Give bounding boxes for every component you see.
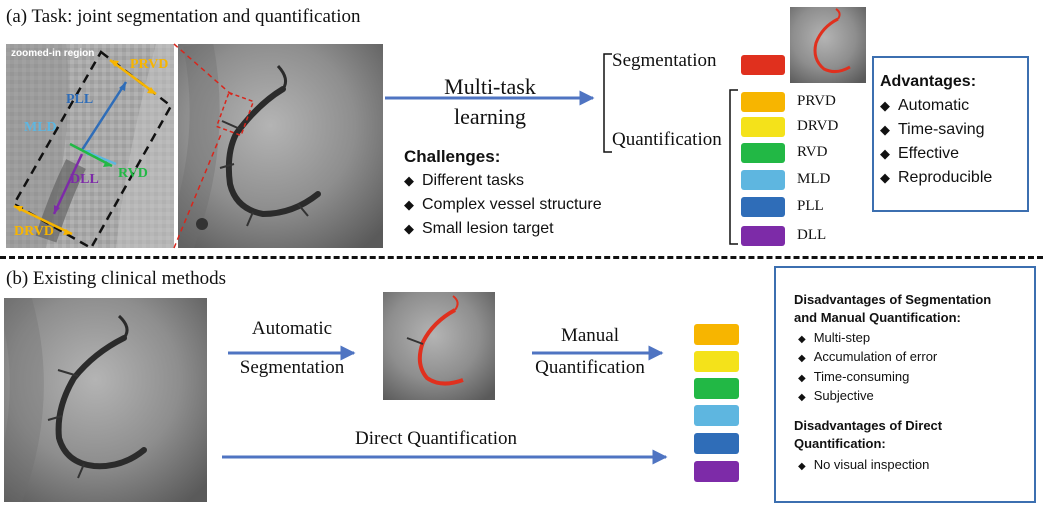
disadvantage-item: ◆ Time-consuming (798, 369, 910, 384)
prvd-swatch (741, 92, 785, 112)
dll-swatch (741, 226, 785, 246)
segmented-angiogram-image (383, 292, 495, 400)
index-label-mld: MLD (797, 171, 831, 187)
bullet-icon: ◆ (404, 222, 414, 237)
panel-b-title: (b) Existing clinical methods (6, 268, 227, 289)
bullet-icon: ◆ (880, 123, 890, 138)
challenge-item: ◆ Different tasks (404, 172, 524, 189)
direct-quantification-label: Direct Quantification (355, 428, 517, 449)
mld-annotation: MLD (24, 120, 57, 135)
drvd-annotation: DRVD (14, 224, 54, 239)
index-label-drvd: DRVD (797, 118, 839, 134)
disadvantage-item: ◆ Accumulation of error (798, 349, 938, 364)
disadvantages-direct-title-line2: Quantification: (794, 436, 886, 451)
dll-annotation: DLL (70, 172, 99, 187)
zoom-connector-lines (173, 43, 233, 249)
disadvantages-box (774, 266, 1036, 503)
disadvantages-segmentation-title-line2: and Manual Quantification: (794, 310, 961, 325)
challenge-item: ◆ Complex vessel structure (404, 196, 602, 213)
rvd-swatch (694, 378, 739, 399)
bullet-icon: ◆ (404, 198, 414, 213)
panel-a-title: (a) Task: joint segmentation and quantif… (6, 6, 361, 27)
output-bracket (603, 53, 612, 153)
mld-swatch (694, 405, 739, 426)
input-angiogram-image (4, 298, 207, 502)
prvd-annotation: PRVD (130, 57, 169, 72)
advantage-item: ◆ Reproducible (880, 169, 993, 186)
direct-quantification-arrow (222, 449, 668, 465)
disadvantages-direct-title-line1: Disadvantages of Direct (794, 418, 943, 433)
drvd-swatch (741, 117, 785, 137)
automatic-segmentation-label-line2: Segmentation (239, 357, 345, 378)
quantification-bracket (729, 89, 738, 245)
automatic-segmentation-label-line1: Automatic (251, 318, 333, 339)
multitask-label-line1: Multi-task (444, 74, 536, 99)
zoomed-in-region-image (6, 44, 174, 248)
multitask-arrow (385, 90, 595, 106)
rvd-annotation: RVD (118, 166, 148, 181)
advantage-item: ◆ Automatic (880, 97, 970, 114)
manual-quantification-label-line1: Manual (560, 325, 620, 346)
bullet-icon: ◆ (880, 99, 890, 114)
advantage-item: ◆ Time-saving (880, 121, 985, 138)
rvd-swatch (741, 143, 785, 163)
advantage-item: ◆ Effective (880, 145, 960, 162)
pll-swatch (694, 433, 739, 454)
segmentation-label: Segmentation (612, 50, 717, 71)
mld-swatch (741, 170, 785, 190)
index-label-dll: DLL (797, 227, 827, 243)
quantification-label: Quantification (612, 129, 722, 150)
index-label-prvd: PRVD (797, 93, 836, 109)
pll-swatch (741, 197, 785, 217)
zoomed-in-region-label: zoomed-in region (11, 48, 95, 59)
manual-quantification-arrow (532, 345, 664, 361)
bullet-icon: ◆ (798, 461, 806, 472)
disadvantages-segmentation-title-line1: Disadvantages of Segmentation (794, 292, 992, 307)
manual-quantification-label-line2: Quantification (535, 357, 645, 378)
challenges-title: Challenges: (404, 147, 501, 166)
segmentation-result-thumbnail (790, 7, 866, 83)
bullet-icon: ◆ (798, 334, 806, 345)
disadvantage-item: ◆ Multi-step (798, 330, 871, 345)
panel-divider (0, 256, 1043, 259)
disadvantage-item: ◆ Subjective (798, 388, 874, 403)
advantages-box (872, 56, 1029, 212)
prvd-swatch (694, 324, 739, 345)
multitask-label-line2: learning (453, 104, 527, 129)
challenge-item: ◆ Small lesion target (404, 220, 554, 237)
bullet-icon: ◆ (404, 174, 414, 189)
bullet-icon: ◆ (880, 171, 890, 186)
index-label-pll: PLL (797, 198, 824, 214)
segmentation-swatch (741, 55, 785, 75)
pll-annotation: PLL (66, 92, 94, 107)
drvd-swatch (694, 351, 739, 372)
bullet-icon: ◆ (798, 392, 806, 403)
index-label-rvd: RVD (797, 144, 828, 160)
bullet-icon: ◆ (798, 353, 806, 364)
automatic-segmentation-arrow (228, 345, 356, 361)
dll-swatch (694, 461, 739, 482)
disadvantage-item: ◆ No visual inspection (798, 457, 930, 472)
advantages-title: Advantages: (880, 73, 977, 90)
bullet-icon: ◆ (880, 147, 890, 162)
bullet-icon: ◆ (798, 373, 806, 384)
